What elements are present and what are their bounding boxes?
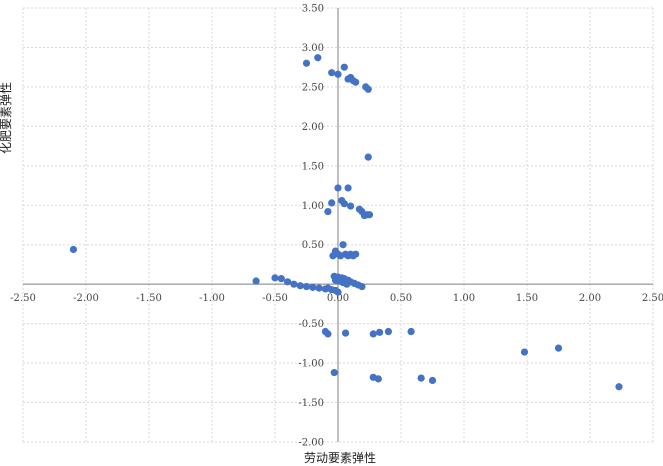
y-tick-label: -0.50: [298, 319, 324, 330]
data-point: [324, 330, 332, 338]
data-point: [344, 184, 352, 192]
data-point: [375, 328, 384, 336]
data-point: [347, 202, 355, 210]
data-point: [417, 374, 425, 382]
data-point: [324, 207, 332, 216]
data-point: [340, 200, 348, 208]
y-tick-label: 3.00: [302, 43, 324, 54]
y-tick-label: 2.00: [302, 122, 324, 133]
x-tick-label: 2.00: [579, 293, 601, 304]
x-tick-labels: -2.50 -2.00 -1.50 -1.00 -0.50 0.00 0.50 1.00 1.5…: [10, 293, 663, 304]
data-point: [520, 348, 529, 356]
data-point: [328, 69, 336, 77]
x-tick-label: 1.50: [516, 293, 538, 304]
y-tick-label: 1.50: [302, 161, 324, 172]
data-point: [384, 327, 392, 336]
data-point: [364, 153, 372, 161]
data-point: [302, 59, 311, 67]
x-tick-label: -1.50: [136, 293, 162, 304]
data-point: [407, 327, 415, 336]
x-tick-label: -2.00: [73, 293, 99, 304]
y-tick-label: 1.00: [302, 201, 324, 212]
data-point: [296, 282, 304, 290]
y-tick-label: -1.00: [298, 359, 324, 370]
data-point: [334, 184, 342, 192]
data-point: [271, 274, 279, 282]
data-point: [314, 54, 322, 62]
data-point: [374, 375, 382, 383]
x-axis-title: 劳动要素弹性: [304, 451, 376, 465]
data-point: [615, 383, 623, 391]
data-point: [324, 284, 332, 292]
data-point: [334, 70, 342, 78]
x-tick-label: -0.50: [262, 293, 288, 304]
x-tick-label: 0.00: [327, 293, 349, 304]
data-point: [364, 85, 372, 93]
y-tick-label: 2.50: [302, 82, 324, 93]
data-point: [284, 278, 292, 286]
y-tick-label: 3.50: [302, 4, 324, 15]
data-point: [352, 250, 360, 258]
data-point: [341, 329, 350, 337]
y-tick-label: -2.00: [298, 438, 324, 449]
x-tick-label: -2.50: [10, 293, 36, 304]
data-point: [330, 368, 338, 377]
x-tick-label: 2.50: [642, 293, 663, 304]
data-point: [369, 330, 377, 338]
data-points: [69, 54, 623, 391]
y-axis-title: 化肥要素弹性: [0, 82, 13, 154]
data-point: [309, 283, 317, 291]
data-point: [329, 252, 337, 260]
data-point: [554, 344, 563, 352]
y-tick-label: -1.50: [298, 398, 324, 409]
x-tick-label: -1.00: [199, 293, 225, 304]
y-tick-label: 0.50: [302, 240, 324, 251]
data-point: [290, 280, 298, 288]
data-point: [252, 277, 260, 285]
y-tick-labels: -2.00 -1.50 -1.00 -0.50 0.50 1.00 1.50 2.00 2.50…: [298, 4, 324, 449]
data-point: [365, 211, 374, 219]
x-tick-label: 0.50: [390, 293, 412, 304]
data-point: [428, 376, 437, 385]
data-point: [69, 245, 77, 254]
data-point: [315, 284, 323, 292]
data-point: [340, 63, 348, 71]
data-point: [358, 282, 366, 291]
data-point: [328, 199, 336, 207]
data-point: [343, 280, 351, 288]
data-point: [277, 275, 285, 283]
x-tick-label: 1.00: [453, 293, 475, 304]
data-point: [339, 241, 347, 249]
data-point: [302, 282, 311, 291]
data-point: [334, 288, 342, 296]
data-point: [352, 78, 360, 86]
